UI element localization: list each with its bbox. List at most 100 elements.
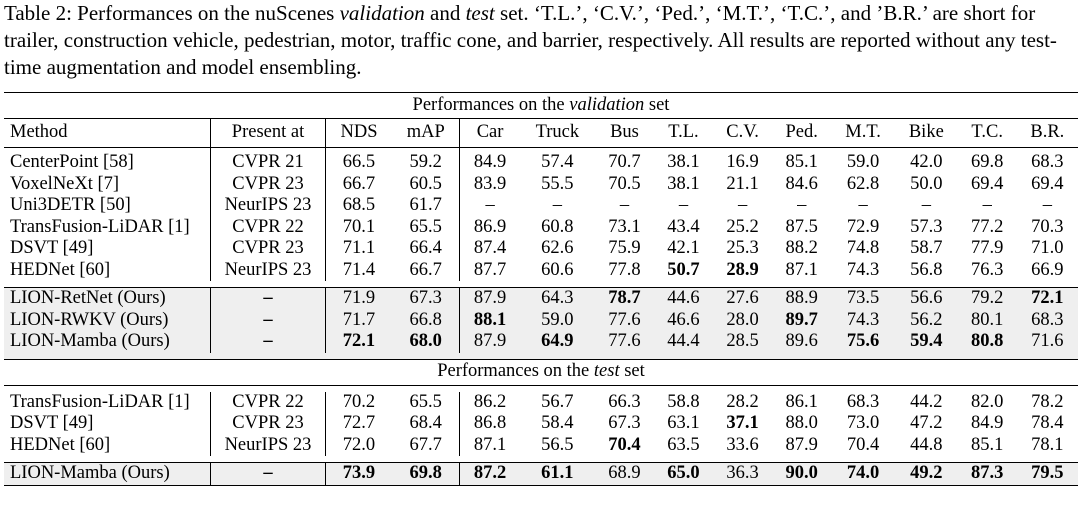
table-cell: 47.2 <box>910 413 943 433</box>
table-cell: HEDNet [60] <box>10 259 111 280</box>
column-header: Truck <box>519 118 595 148</box>
table-cell: 86.1 <box>785 391 818 412</box>
table-cell: 87.9 <box>459 331 520 353</box>
table-cell: 66.4 <box>409 238 442 258</box>
table-cell: DSVT [49] <box>10 238 94 258</box>
table-cell: – <box>982 195 992 215</box>
bold-value: – <box>263 463 273 483</box>
table-cell: – <box>737 195 748 215</box>
validation-section-title-italic: validation <box>569 94 645 115</box>
table-cell: 82.0 <box>971 391 1004 412</box>
table-cell: 59.2 <box>409 152 442 172</box>
table-cell: 50.7 <box>654 260 713 282</box>
table-cell: 38.1 <box>667 173 700 194</box>
table-cell: 44.2 <box>910 391 943 412</box>
test-section-title-italic: test <box>593 361 620 382</box>
table-cell: 87.1 <box>785 259 818 280</box>
table-cell: 79.5 <box>1016 462 1078 486</box>
bold-value: 87.3 <box>971 463 1004 483</box>
table-cell: 70.2 <box>324 391 392 413</box>
ours-row: LION-Mamba (Ours) – 73.9 69.8 87.2 61.1 68.9 65… <box>4 462 1078 486</box>
table-cell: 74.8 <box>846 238 880 258</box>
table-cell: 83.9 <box>459 173 520 195</box>
table-cell: Uni3DETR [50] <box>10 195 131 215</box>
table-cell: 70.1 <box>324 216 392 238</box>
table-cell: 74.3 <box>831 309 895 331</box>
ours-row: LION-Mamba (Ours) – 72.1 68.0 87.9 64.9 77.6 44… <box>4 331 1078 353</box>
table-cell: 57.3 <box>910 216 943 237</box>
table-cell: 72.1 <box>324 331 392 353</box>
validation-section-title-suffix: set <box>644 94 670 115</box>
table-cell: – <box>921 195 931 215</box>
table-cell: 74.0 <box>831 462 895 486</box>
column-header: mAP <box>391 118 460 148</box>
table-cell: 44.6 <box>653 287 713 310</box>
table-cell: 70.5 <box>608 173 641 194</box>
table-cell: 72.1 <box>1016 287 1078 310</box>
header-row: Method Present at NDS mAP Car Truck Bus T.L. C.V… <box>4 118 1078 148</box>
bold-value: 89.7 <box>785 309 818 330</box>
table-cell: – <box>797 195 807 215</box>
table-cell: 64.9 <box>519 331 595 353</box>
table-cell: 68.5 <box>324 195 392 217</box>
column-header: M.T. <box>831 118 895 148</box>
table-cell: 69.4 <box>971 173 1004 194</box>
table-cell: 68.9 <box>594 462 654 486</box>
table-cell: 67.3 <box>391 287 460 310</box>
table-cell: 62.6 <box>541 238 574 258</box>
table-cell: LION-RWKV (Ours) <box>4 309 211 331</box>
table-cell: 87.7 <box>459 259 520 281</box>
table-cell: 70.7 <box>608 152 641 172</box>
table-cell: 25.3 <box>726 238 759 258</box>
table-cell: 87.9 <box>785 434 818 455</box>
table-cell: 56.2 <box>894 309 958 331</box>
table-cell: 16.9 <box>726 152 759 172</box>
table-cell: 44.4 <box>653 331 713 353</box>
bold-value: 75.6 <box>846 331 880 351</box>
bold-value: 49.2 <box>910 463 943 483</box>
table-cell: 73.9 <box>324 462 392 486</box>
test-section-title-suffix: set <box>619 361 645 382</box>
table-cell: 44.8 <box>910 434 943 455</box>
table-cell: 67.3 <box>608 413 641 433</box>
table-cell: 25.2 <box>726 216 759 237</box>
table-cell: 68.3 <box>846 391 880 412</box>
table-cell: 58.7 <box>910 238 943 258</box>
table-cell: 59.0 <box>846 152 880 172</box>
table-cell: 58.8 <box>667 391 700 412</box>
bold-value: – <box>263 309 273 330</box>
table-row: HEDNet [60] NeurIPS 23 71.4 66.7 87.7 60.6 77.… <box>4 259 1078 282</box>
caption-test-word: test <box>465 1 495 25</box>
bold-value: 79.5 <box>1031 463 1064 483</box>
table-cell: – <box>1042 195 1052 215</box>
table-cell: – <box>459 195 520 217</box>
table-cell: 65.0 <box>653 462 713 486</box>
column-header: B.R. <box>1016 118 1078 148</box>
table-cell: DSVT [49] <box>10 413 94 433</box>
bold-value: 59.4 <box>910 331 943 351</box>
table-cell: 71.1 <box>324 238 392 260</box>
table-cell: 71.4 <box>324 259 392 281</box>
table-cell: – <box>552 195 562 215</box>
bold-value: 68.0 <box>409 331 442 351</box>
table-cell: 90.0 <box>772 462 832 486</box>
table-cell: – <box>858 195 868 215</box>
table-cell: CVPR 21 <box>210 147 326 174</box>
table-cell: CVPR 23 <box>210 238 326 260</box>
table-cell: 66.8 <box>391 309 460 331</box>
table-cell: VoxelNeXt [7] <box>10 173 120 194</box>
table-cell: 70.4 <box>846 434 880 455</box>
column-header: Bike <box>894 118 958 148</box>
table-cell: 36.3 <box>712 462 773 486</box>
bold-value: 64.9 <box>541 331 574 351</box>
table-cell: 68.0 <box>391 331 460 353</box>
table-cell: 88.2 <box>785 238 818 258</box>
caption-prefix: Table 2: Performances on the nuScenes <box>4 1 340 25</box>
table-cell: 68.3 <box>1031 152 1064 172</box>
table-cell: 72.9 <box>846 216 880 237</box>
table-cell: 72.0 <box>324 434 392 456</box>
table-cell: 74.3 <box>846 259 880 280</box>
test-section-title-cell: Performances on the test set <box>4 358 1078 385</box>
table-cell: 84.9 <box>459 147 520 174</box>
bold-value: – <box>263 288 273 308</box>
